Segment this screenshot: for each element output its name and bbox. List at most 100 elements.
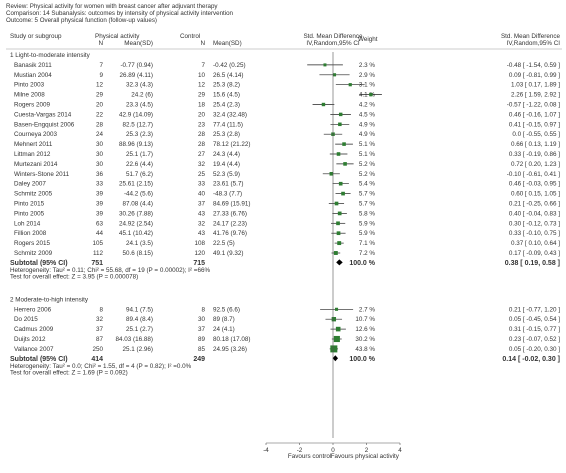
- study-control-n: 25: [198, 171, 206, 178]
- study-pa-n: 36: [96, 171, 104, 178]
- effect-square: [369, 92, 373, 97]
- study-pa-n: 8: [99, 306, 103, 313]
- x-tick-label: -2: [297, 447, 303, 454]
- study-pa-n: 20: [96, 102, 104, 109]
- study-smd-ci: 0.05 [ -0.45, 0.54 ]: [509, 316, 560, 323]
- study-control-mean: 41.76 (9.76): [213, 230, 247, 237]
- study-smd-ci: 0.60 [ 0.15, 1.05 ]: [511, 191, 560, 198]
- study-control-mean: 24.3 (4.4): [213, 151, 240, 158]
- study-weight: 4.9 %: [359, 131, 376, 138]
- study-weight: 5.4 %: [359, 181, 376, 188]
- study-control-n: 43: [198, 210, 206, 217]
- study-pa-mean: 24.1 (3.5): [126, 240, 153, 247]
- effect-square: [338, 181, 343, 186]
- x-tick-label: -4: [263, 447, 269, 454]
- study-control-n: 43: [198, 230, 206, 237]
- header-smd2-method: IV,Random,95% CI: [507, 40, 561, 47]
- study-pa-n: 44: [96, 230, 104, 237]
- effect-square: [323, 63, 327, 67]
- overall-effect-text: Test for overall effect: Z = 3.95 (P = 0…: [10, 273, 138, 280]
- study-smd-ci: 0.37 [ 0.10, 0.64 ]: [511, 240, 560, 247]
- study-name: Herrero 2006: [14, 306, 52, 313]
- header-pa-n: N: [98, 40, 103, 47]
- study-pa-mean: 32.3 (4.3): [126, 82, 153, 89]
- study-pa-n: 37: [96, 326, 104, 333]
- effect-square: [332, 73, 337, 77]
- study-weight: 4.2 %: [359, 102, 376, 109]
- subtotal-pa-n: 414: [91, 356, 103, 363]
- study-weight: 3.1 %: [359, 82, 376, 89]
- effect-square: [337, 241, 342, 246]
- study-pa-n: 33: [96, 181, 104, 188]
- header-smd: Std. Mean Difference: [303, 33, 363, 40]
- subtotal-label: Subtotal (95% CI): [10, 260, 68, 267]
- x-tick-label: 4: [398, 447, 402, 454]
- study-name: Schmitz 2009: [14, 250, 53, 257]
- study-control-n: 7: [201, 62, 205, 69]
- study-control-mean: 25.4 (2.3): [213, 102, 240, 109]
- subtotal-pa-n: 751: [91, 260, 103, 267]
- study-smd-ci: 0.40 [ -0.04, 0.83 ]: [509, 210, 560, 217]
- subgroup-title: 2 Moderate-to-high intensity: [10, 296, 89, 303]
- study-name: Pinto 2003: [14, 82, 45, 89]
- effect-square: [330, 345, 338, 353]
- study-pa-n: 63: [96, 220, 104, 227]
- study-pa-mean: 84.03 (16.88): [116, 336, 153, 343]
- pooled-diamond: [332, 355, 339, 362]
- effect-square: [343, 162, 347, 166]
- study-pa-mean: 89.4 (8.4): [126, 316, 153, 323]
- study-control-n: 120: [194, 250, 205, 257]
- study-control-n: 20: [198, 111, 206, 118]
- effect-square: [334, 201, 339, 206]
- study-weight: 7.1 %: [359, 240, 376, 247]
- study-control-n: 28: [198, 131, 206, 138]
- overall-effect-text: Test for overall effect: Z = 1.69 (P = 0…: [10, 369, 128, 376]
- study-smd-ci: 2.26 [ 1.59, 2.92 ]: [511, 92, 560, 99]
- study-name: Pinto 2005: [14, 210, 45, 217]
- study-control-mean: 77.4 (11.5): [213, 121, 243, 128]
- heterogeneity-text: Heterogeneity: Tau² = 0.0; Chi² = 1.55, …: [10, 363, 192, 370]
- study-control-n: 23: [198, 121, 206, 128]
- effect-square: [333, 335, 340, 343]
- study-control-n: 37: [198, 326, 206, 333]
- study-pa-mean: 88.96 (9.13): [119, 141, 153, 148]
- study-weight: 43.8 %: [355, 346, 375, 353]
- effect-square: [348, 83, 352, 87]
- subtotal-label: Subtotal (95% CI): [10, 356, 68, 363]
- study-pa-n: 87: [96, 336, 104, 343]
- review-title: Review: Physical activity for women with…: [6, 3, 218, 10]
- study-pa-mean: 42.9 (14.09): [119, 111, 153, 118]
- study-weight: 4.9 %: [359, 121, 376, 128]
- study-name: Rogers 2015: [14, 240, 51, 247]
- study-pa-mean: 50.6 (8.15): [123, 250, 153, 257]
- study-name: Daley 2007: [14, 181, 46, 188]
- effect-square: [334, 307, 339, 311]
- study-control-n: 18: [198, 102, 206, 109]
- effect-square: [336, 231, 341, 236]
- subtotal-weight: 100.0 %: [349, 356, 375, 363]
- study-control-mean: 49.1 (9.32): [213, 250, 243, 257]
- study-weight: 5.7 %: [359, 201, 376, 208]
- study-pa-mean: -44.2 (5.6): [124, 191, 153, 198]
- study-name: Courneya 2003: [14, 131, 58, 138]
- study-smd-ci: 1.03 [ 0.17, 1.89 ]: [511, 82, 560, 89]
- study-smd-ci: 0.21 [ -0.25, 0.66 ]: [509, 201, 560, 208]
- study-control-mean: 80.18 (17.08): [213, 336, 250, 343]
- study-control-mean: 22.5 (5): [213, 240, 235, 247]
- study-name: Rogers 2009: [14, 102, 51, 109]
- study-smd-ci: -0.57 [ -1.22, 0.08 ]: [507, 102, 560, 109]
- study-pa-n: 39: [96, 201, 104, 208]
- study-smd-ci: 0.46 [ -0.03, 0.95 ]: [509, 181, 560, 188]
- study-pa-mean: 25.1 (1.7): [126, 151, 153, 158]
- study-control-n: 27: [198, 151, 206, 158]
- study-pa-n: 105: [92, 240, 103, 247]
- study-name: Do 2015: [14, 316, 38, 323]
- study-pa-n: 28: [96, 121, 104, 128]
- subtotal-control-n: 249: [193, 356, 205, 363]
- study-pa-mean: 82.5 (12.7): [123, 121, 153, 128]
- study-weight: 2.7 %: [359, 306, 376, 313]
- study-control-n: 37: [198, 201, 206, 208]
- study-pa-mean: 25.3 (2.3): [126, 131, 153, 138]
- pooled-diamond: [336, 259, 343, 266]
